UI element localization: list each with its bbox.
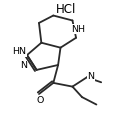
- Text: HCl: HCl: [56, 3, 77, 16]
- Text: NH: NH: [71, 25, 85, 34]
- Text: N: N: [21, 61, 27, 70]
- Text: O: O: [36, 96, 44, 105]
- Text: N: N: [87, 72, 95, 81]
- Text: HN: HN: [12, 48, 26, 56]
